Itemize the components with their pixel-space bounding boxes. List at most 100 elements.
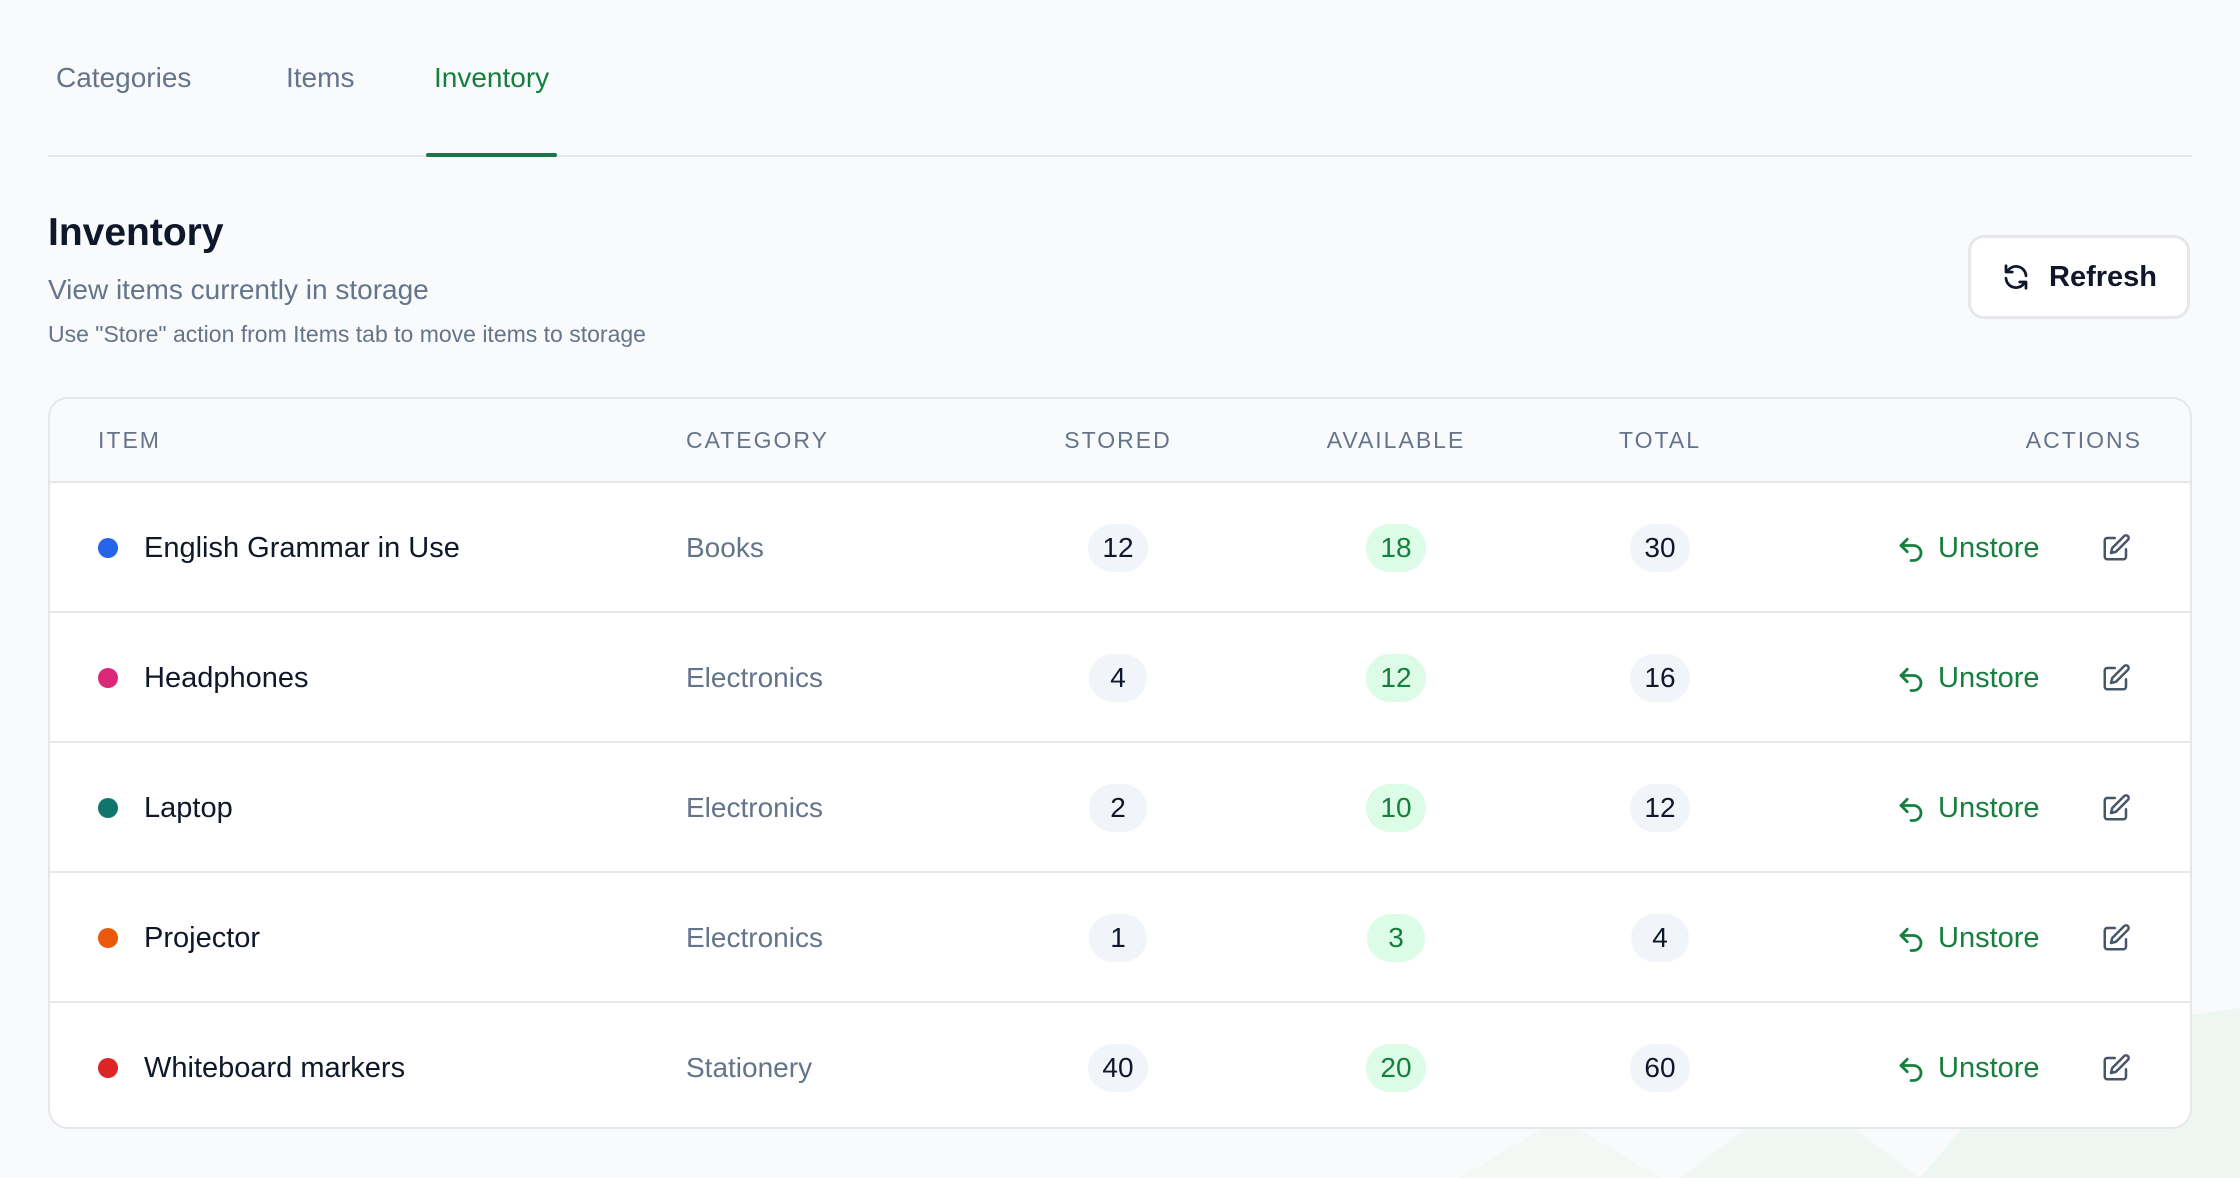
item-color-dot — [98, 668, 118, 688]
item-category: Electronics — [686, 792, 823, 823]
refresh-label: Refresh — [2049, 260, 2157, 293]
stored-cell: 40 — [988, 1003, 1248, 1127]
available-cell: 3 — [1266, 873, 1526, 1003]
stored-cell: 4 — [988, 613, 1248, 743]
table-row: Whiteboard markers Stationery 40 20 60 U… — [50, 1003, 2190, 1127]
item-category: Books — [686, 532, 764, 563]
table-body: English Grammar in Use Books 12 18 30 Un… — [50, 483, 2190, 1127]
page-subtitle: View items currently in storage — [48, 274, 429, 305]
item-cell: Projector — [98, 873, 260, 1003]
page-hint: Use "Store" action from Items tab to mov… — [48, 321, 646, 347]
stored-count-badge: 12 — [1088, 524, 1148, 572]
unstore-button[interactable]: Unstore — [1896, 483, 2040, 613]
tab-categories[interactable]: Categories — [56, 61, 192, 93]
item-name: Laptop — [144, 791, 233, 824]
available-cell: 10 — [1266, 743, 1526, 873]
available-count-badge: 12 — [1366, 654, 1426, 702]
item-cell: Whiteboard markers — [98, 1003, 406, 1127]
item-cell: Headphones — [98, 613, 308, 743]
total-cell: 4 — [1530, 873, 1790, 1003]
unstore-label: Unstore — [1938, 1051, 2040, 1084]
undo-arrow-icon — [1896, 793, 1926, 823]
unstore-button[interactable]: Unstore — [1896, 613, 2040, 743]
inventory-table: ITEM CATEGORY STORED AVAILABLE TOTAL ACT… — [48, 397, 2192, 1129]
tab-items[interactable]: Items — [286, 61, 355, 93]
undo-arrow-icon — [1896, 1053, 1926, 1083]
column-header-category: CATEGORY — [686, 426, 829, 453]
available-cell: 20 — [1266, 1003, 1526, 1127]
page-header: Inventory View items currently in storag… — [48, 157, 2192, 399]
available-cell: 12 — [1266, 613, 1526, 743]
item-name: Projector — [144, 921, 261, 954]
item-name: Whiteboard markers — [144, 1051, 406, 1084]
edit-icon — [2101, 793, 2131, 823]
table-row: Projector Electronics 1 3 4 Unstore — [50, 873, 2190, 1003]
unstore-label: Unstore — [1938, 921, 2040, 954]
item-color-dot — [98, 928, 118, 948]
edit-icon — [2101, 1053, 2131, 1083]
column-header-stored: STORED — [1064, 426, 1172, 453]
unstore-label: Unstore — [1938, 661, 2040, 694]
total-count-badge: 4 — [1631, 914, 1689, 962]
item-cell: English Grammar in Use — [98, 483, 460, 613]
edit-button[interactable] — [2094, 873, 2138, 1003]
edit-icon — [2101, 923, 2131, 953]
column-header-actions: ACTIONS — [2025, 426, 2142, 453]
item-color-dot — [98, 538, 118, 558]
column-header-item: ITEM — [98, 426, 161, 453]
stored-count-badge: 40 — [1088, 1044, 1148, 1092]
item-category: Stationery — [686, 1052, 813, 1083]
edit-icon — [2101, 663, 2131, 693]
undo-arrow-icon — [1896, 923, 1926, 953]
total-cell: 60 — [1530, 1003, 1790, 1127]
available-count-badge: 10 — [1366, 784, 1426, 832]
stored-count-badge: 2 — [1089, 784, 1147, 832]
total-count-badge: 12 — [1630, 784, 1690, 832]
stored-count-badge: 4 — [1089, 654, 1147, 702]
total-count-badge: 30 — [1630, 524, 1690, 572]
total-cell: 16 — [1530, 613, 1790, 743]
refresh-button[interactable]: Refresh — [1968, 235, 2190, 319]
available-count-badge: 18 — [1366, 524, 1426, 572]
stored-count-badge: 1 — [1089, 914, 1147, 962]
item-category: Electronics — [686, 922, 823, 953]
item-cell: Laptop — [98, 743, 233, 873]
table-row: English Grammar in Use Books 12 18 30 Un… — [50, 483, 2190, 613]
table-header: ITEM CATEGORY STORED AVAILABLE TOTAL ACT… — [50, 399, 2190, 483]
total-cell: 30 — [1530, 483, 1790, 613]
item-name: Headphones — [144, 661, 309, 694]
unstore-button[interactable]: Unstore — [1896, 743, 2040, 873]
total-count-badge: 60 — [1630, 1044, 1690, 1092]
edit-button[interactable] — [2094, 1003, 2138, 1127]
edit-button[interactable] — [2094, 613, 2138, 743]
edit-button[interactable] — [2094, 483, 2138, 613]
total-cell: 12 — [1530, 743, 1790, 873]
item-color-dot — [98, 798, 118, 818]
column-header-available: AVAILABLE — [1326, 426, 1466, 453]
stored-cell: 1 — [988, 873, 1248, 1003]
item-color-dot — [98, 1058, 118, 1078]
unstore-label: Unstore — [1938, 791, 2040, 824]
unstore-label: Unstore — [1938, 531, 2040, 564]
edit-icon — [2101, 533, 2131, 563]
edit-button[interactable] — [2094, 743, 2138, 873]
inventory-page: Categories Items Inventory Inventory Vie… — [48, 0, 2192, 1129]
unstore-button[interactable]: Unstore — [1896, 1003, 2040, 1127]
item-category: Electronics — [686, 662, 823, 693]
undo-arrow-icon — [1896, 533, 1926, 563]
undo-arrow-icon — [1896, 663, 1926, 693]
total-count-badge: 16 — [1630, 654, 1690, 702]
tab-inventory[interactable]: Inventory — [426, 0, 558, 157]
table-row: Laptop Electronics 2 10 12 Unstore — [50, 743, 2190, 873]
available-count-badge: 3 — [1367, 914, 1425, 962]
column-header-total: TOTAL — [1619, 426, 1701, 453]
table-row: Headphones Electronics 4 12 16 Unstore — [50, 613, 2190, 743]
available-cell: 18 — [1266, 483, 1526, 613]
stored-cell: 12 — [988, 483, 1248, 613]
tab-bar: Categories Items Inventory — [48, 0, 2192, 157]
stored-cell: 2 — [988, 743, 1248, 873]
available-count-badge: 20 — [1366, 1044, 1426, 1092]
unstore-button[interactable]: Unstore — [1896, 873, 2040, 1003]
refresh-icon — [2001, 262, 2031, 292]
item-name: English Grammar in Use — [144, 531, 460, 564]
